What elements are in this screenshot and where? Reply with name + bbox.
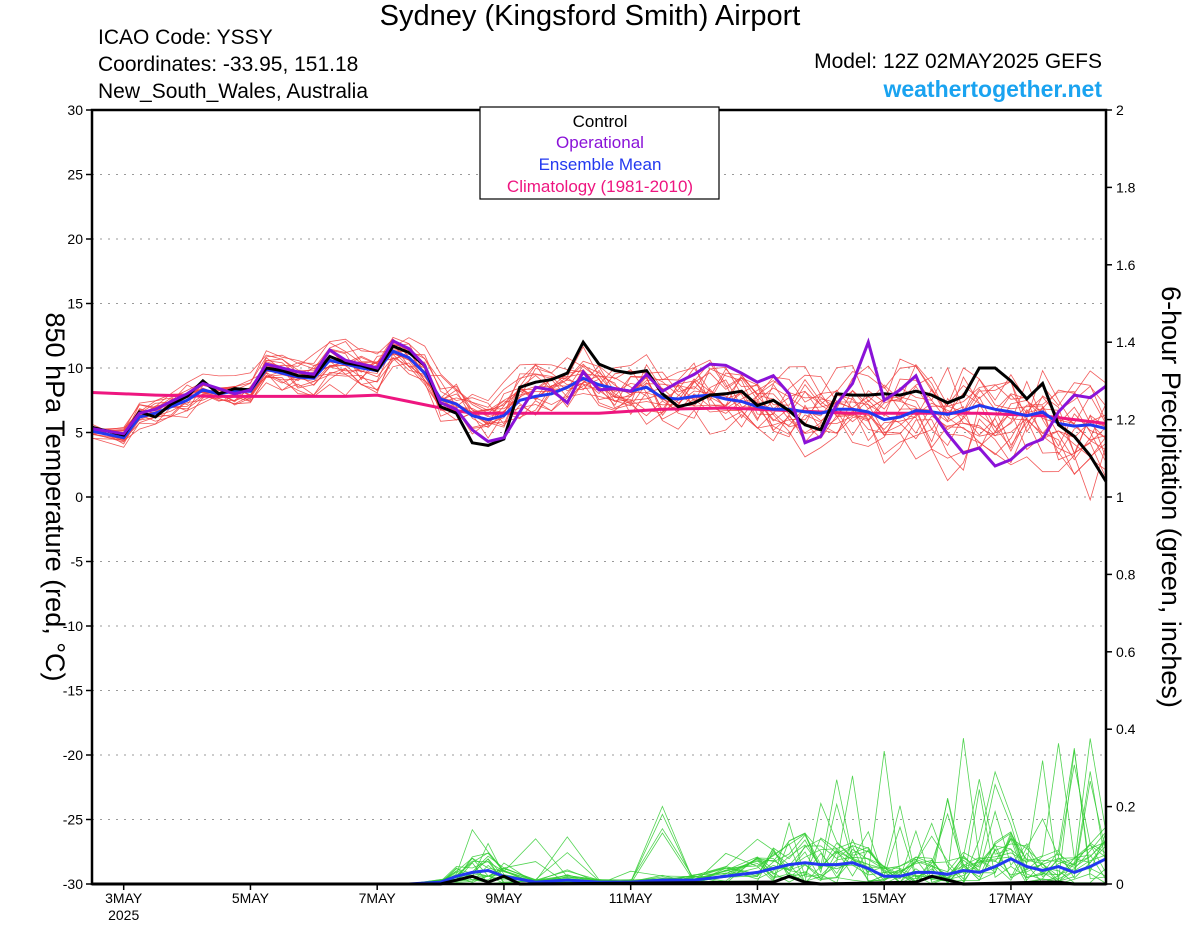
x-tick-label: 3MAY xyxy=(105,890,143,906)
right-tick-label: 1.6 xyxy=(1116,257,1136,273)
left-tick-label: 0 xyxy=(75,489,83,505)
left-tick-label: -25 xyxy=(63,812,83,828)
temperature-member-line xyxy=(91,338,1107,449)
left-tick-label: 30 xyxy=(67,102,83,118)
left-tick-label: 20 xyxy=(67,231,83,247)
precipitation-member-line xyxy=(92,831,1107,885)
right-tick-label: 1.2 xyxy=(1116,412,1136,428)
temperature-member-line xyxy=(91,336,1107,452)
region: New_South_Wales, Australia xyxy=(98,80,369,103)
left-tick-label: -15 xyxy=(63,683,83,699)
temperature-member-line xyxy=(91,356,1107,475)
right-tick-label: 0.4 xyxy=(1116,721,1136,737)
x-tick-label: 11MAY xyxy=(609,890,653,906)
legend-box xyxy=(479,106,720,200)
x-tick-label: 5MAY xyxy=(232,890,270,906)
precipitation-member-line xyxy=(92,770,1107,885)
precipitation-members xyxy=(92,738,1107,885)
left-tick-label: -30 xyxy=(63,876,83,892)
left-tick-label: 5 xyxy=(75,425,83,441)
precipitation-member-line xyxy=(92,805,1107,885)
coordinates: Coordinates: -33.95, 151.18 xyxy=(98,53,359,76)
legend: Control Operational Ensemble Mean Climat… xyxy=(479,106,720,200)
x-year-label: 2025 xyxy=(108,907,139,923)
legend-ensemble-mean: Ensemble Mean xyxy=(539,155,662,174)
x-tick-label: 17MAY xyxy=(989,890,1035,906)
right-tick-label: 1 xyxy=(1116,489,1124,505)
x-tick-label: 7MAY xyxy=(359,890,397,906)
temperature-member-line xyxy=(91,349,1107,442)
icao-code: ICAO Code: YSSY xyxy=(98,26,273,49)
legend-climatology: Climatology (1981-2010) xyxy=(507,177,693,196)
temp-ensemble-mean-line xyxy=(91,349,1107,440)
left-tick-label: 25 xyxy=(67,167,83,183)
left-axis-title: 850 hPa Temperature (red, °C) xyxy=(40,313,70,682)
precipitation-member-line xyxy=(92,738,1107,885)
right-tick-label: 0.6 xyxy=(1116,644,1136,660)
left-tick-label: -10 xyxy=(63,618,83,634)
temperature-member-line xyxy=(91,350,1107,479)
right-tick-label: 0.2 xyxy=(1116,799,1136,815)
chart-title: Sydney (Kingsford Smith) Airport xyxy=(379,0,801,32)
right-tick-label: 0 xyxy=(1116,876,1124,892)
right-tick-label: 1.4 xyxy=(1116,334,1136,350)
climatology-line xyxy=(91,391,1107,425)
site-link[interactable]: weathertogether.net xyxy=(883,76,1102,102)
left-tick-label: 10 xyxy=(67,360,83,376)
right-tick-label: 0.8 xyxy=(1116,566,1136,582)
right-tick-label: 2 xyxy=(1116,102,1124,118)
precipitation-member-line xyxy=(92,799,1107,885)
legend-control: Control xyxy=(573,112,628,131)
temperature-member-line xyxy=(91,337,1107,453)
model-run: Model: 12Z 02MAY2025 GEFS xyxy=(814,50,1102,73)
x-tick-label: 13MAY xyxy=(735,890,781,906)
precipitation-member-line xyxy=(92,751,1107,885)
temperature-member-line xyxy=(91,344,1107,461)
left-tick-label: -20 xyxy=(63,747,83,763)
legend-operational: Operational xyxy=(556,133,644,152)
main-series xyxy=(91,337,1108,886)
x-tick-label: 15MAY xyxy=(862,890,908,906)
left-tick-label: 15 xyxy=(67,296,83,312)
left-tick-label: -5 xyxy=(71,554,84,570)
x-tick-label: 9MAY xyxy=(485,890,523,906)
grid-lines xyxy=(92,174,1106,820)
precipitation-member-line xyxy=(92,802,1107,885)
right-tick-label: 1.8 xyxy=(1116,179,1136,195)
temp-control-line xyxy=(91,339,1108,483)
precipitation-member-line xyxy=(92,738,1107,885)
precipitation-member-line xyxy=(92,837,1107,885)
right-axis-title: 6-hour Precipitation (green, inches) xyxy=(1156,286,1186,708)
temp-operational-line xyxy=(91,337,1107,468)
